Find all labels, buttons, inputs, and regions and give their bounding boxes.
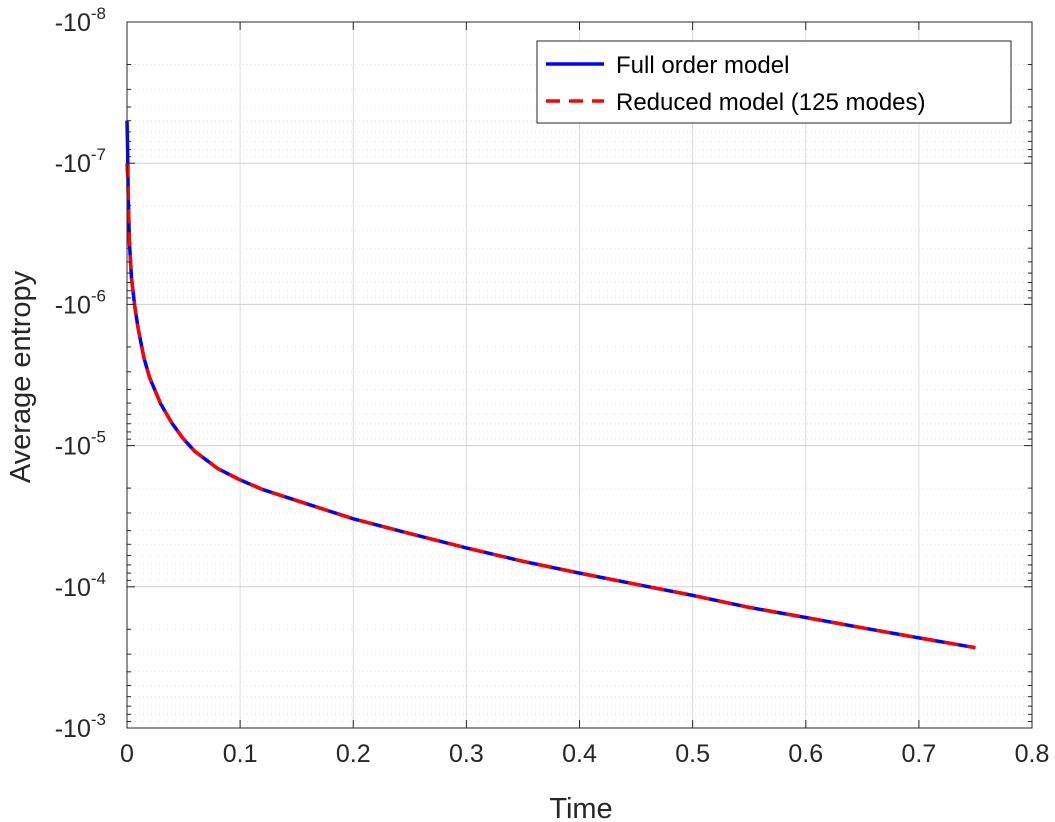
y-tick-base: -10 — [55, 574, 91, 602]
y-tick-base: -10 — [55, 433, 91, 461]
x-axis-label: Time — [549, 793, 612, 822]
legend-label-reduced: Reduced model (125 modes) — [616, 89, 926, 116]
x-tick-label: 0.2 — [336, 740, 371, 768]
y-tick-base: -10 — [55, 150, 91, 178]
y-tick-label: -10-3 — [55, 710, 106, 743]
x-tick-label: 0.8 — [1015, 740, 1050, 768]
y-tick-label: -10-6 — [55, 286, 106, 319]
y-tick-label: -10-8 — [55, 4, 106, 37]
y-tick-exponent: -5 — [91, 428, 106, 447]
y-tick-exponent: -3 — [91, 710, 106, 729]
y-tick-label: -10-7 — [55, 145, 106, 178]
y-tick-labels: -10-8-10-7-10-6-10-5-10-4-10-3 — [55, 4, 106, 743]
legend-box — [536, 40, 1012, 124]
x-tick-label: 0 — [120, 740, 134, 768]
y-tick-exponent: -7 — [91, 145, 106, 164]
y-tick-base: -10 — [55, 9, 91, 37]
y-tick-label: -10-4 — [55, 569, 106, 602]
y-tick-exponent: -4 — [91, 569, 106, 588]
series-layer — [125, 120, 976, 650]
legend-label-full-order: Full order model — [616, 52, 789, 79]
x-tick-label: 0.7 — [901, 740, 936, 768]
x-tick-label: 0.1 — [223, 740, 258, 768]
y-tick-base: -10 — [55, 291, 91, 319]
x-tick-label: 0.4 — [562, 740, 597, 768]
y-tick-exponent: -6 — [91, 286, 106, 305]
x-tick-labels: 0 0.1 0.2 0.3 0.4 0.5 0.6 0.7 0.8 — [120, 740, 1049, 768]
legend: Full order model Reduced model (125 mode… — [536, 40, 1012, 124]
y-tick-base: -10 — [55, 715, 91, 743]
x-tick-label: 0.3 — [449, 740, 484, 768]
series-reduced-model-line — [125, 163, 976, 650]
axis-ticks — [126, 21, 1033, 729]
x-tick-label: 0.5 — [675, 740, 710, 768]
y-axis-label: Average entropy — [5, 270, 37, 483]
x-tick-label: 0.6 — [788, 740, 823, 768]
y-tick-exponent: -8 — [91, 4, 106, 23]
y-tick-label: -10-5 — [55, 428, 106, 461]
